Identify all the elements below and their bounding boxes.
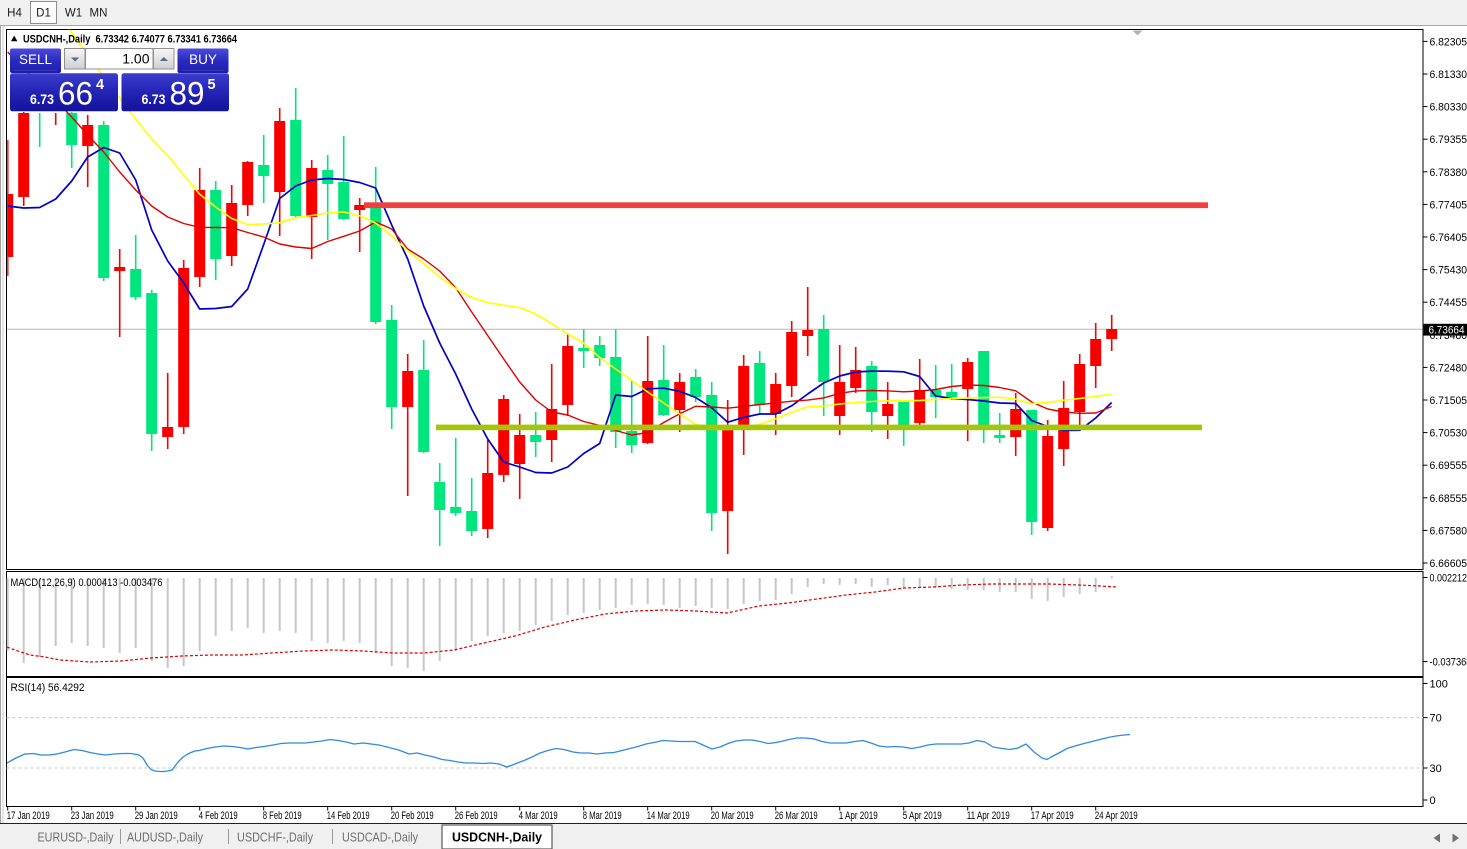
svg-text:5 Apr 2019: 5 Apr 2019	[903, 810, 942, 822]
svg-text:5: 5	[208, 77, 216, 93]
svg-text:70: 70	[1430, 713, 1442, 725]
svg-text:MN: MN	[90, 8, 108, 20]
svg-text:6.76405: 6.76405	[1430, 232, 1467, 244]
svg-text:29 Jan 2019: 29 Jan 2019	[135, 810, 178, 822]
svg-text:USDCNH-,Daily: USDCNH-,Daily	[452, 830, 543, 845]
svg-text:89: 89	[170, 76, 205, 112]
svg-text:USDCHF-,Daily: USDCHF-,Daily	[237, 831, 314, 845]
svg-text:20 Mar 2019: 20 Mar 2019	[711, 810, 754, 822]
svg-text:6.75430: 6.75430	[1430, 265, 1467, 277]
svg-text:6.73664: 6.73664	[1429, 325, 1465, 337]
svg-text:EURUSD-,Daily: EURUSD-,Daily	[38, 831, 115, 845]
svg-text:6.72480: 6.72480	[1430, 362, 1467, 374]
svg-text:17 Jan 2019: 17 Jan 2019	[7, 810, 50, 822]
svg-text:8 Mar 2019: 8 Mar 2019	[583, 810, 622, 822]
svg-text:100: 100	[1430, 679, 1448, 691]
svg-text:6.69555: 6.69555	[1430, 460, 1467, 472]
svg-text:6.81330: 6.81330	[1430, 69, 1467, 81]
svg-text:W1: W1	[65, 8, 82, 20]
svg-text:8 Feb 2019: 8 Feb 2019	[263, 810, 302, 822]
svg-text:0.002212: 0.002212	[1430, 573, 1467, 585]
svg-text:6.77405: 6.77405	[1430, 199, 1467, 211]
svg-text:26 Mar 2019: 26 Mar 2019	[775, 810, 818, 822]
svg-text:USDCNH-,Daily 6.73342 6.74077: USDCNH-,Daily 6.73342 6.74077 6.73341 6.…	[23, 34, 238, 46]
svg-text:0: 0	[1430, 795, 1436, 807]
svg-text:6.79355: 6.79355	[1430, 134, 1467, 146]
svg-text:6.67580: 6.67580	[1430, 525, 1467, 537]
svg-text:BUY: BUY	[189, 52, 217, 67]
svg-text:6.80330: 6.80330	[1430, 102, 1467, 114]
svg-text:RSI(14) 56.4292: RSI(14) 56.4292	[11, 682, 85, 694]
svg-text:14 Feb 2019: 14 Feb 2019	[327, 810, 370, 822]
svg-text:AUDUSD-,Daily: AUDUSD-,Daily	[127, 831, 204, 845]
svg-text:6.70530: 6.70530	[1430, 428, 1467, 440]
svg-text:6.74455: 6.74455	[1430, 297, 1467, 309]
svg-text:11 Apr 2019: 11 Apr 2019	[967, 810, 1010, 822]
svg-text:6.73: 6.73	[30, 91, 54, 107]
svg-text:66: 66	[58, 76, 93, 112]
svg-text:6.71505: 6.71505	[1430, 395, 1467, 407]
svg-text:1 Apr 2019: 1 Apr 2019	[839, 810, 878, 822]
svg-text:H4: H4	[7, 8, 22, 20]
svg-text:MACD(12,26,9) 0.000413 -0.0034: MACD(12,26,9) 0.000413 -0.003476	[11, 577, 163, 589]
svg-text:4 Mar 2019: 4 Mar 2019	[519, 810, 558, 822]
svg-text:4: 4	[96, 77, 104, 93]
svg-text:USDCAD-,Daily: USDCAD-,Daily	[342, 831, 419, 845]
svg-text:24 Apr 2019: 24 Apr 2019	[1095, 810, 1138, 822]
svg-text:17 Apr 2019: 17 Apr 2019	[1031, 810, 1074, 822]
svg-text:6.78380: 6.78380	[1430, 167, 1467, 179]
svg-text:26 Feb 2019: 26 Feb 2019	[455, 810, 498, 822]
svg-text:4 Feb 2019: 4 Feb 2019	[199, 810, 238, 822]
svg-text:6.82305: 6.82305	[1430, 36, 1467, 48]
svg-text:30: 30	[1430, 763, 1442, 775]
svg-text:14 Mar 2019: 14 Mar 2019	[647, 810, 690, 822]
svg-text:SELL: SELL	[19, 52, 53, 67]
svg-text:6.73: 6.73	[142, 91, 166, 107]
svg-text:-0.037368: -0.037368	[1430, 657, 1467, 669]
svg-text:1.00: 1.00	[122, 51, 149, 67]
svg-text:20 Feb 2019: 20 Feb 2019	[391, 810, 434, 822]
svg-text:23 Jan 2019: 23 Jan 2019	[71, 810, 114, 822]
svg-text:6.68555: 6.68555	[1430, 493, 1467, 505]
svg-text:6.66605: 6.66605	[1430, 558, 1467, 570]
svg-text:D1: D1	[36, 8, 51, 20]
